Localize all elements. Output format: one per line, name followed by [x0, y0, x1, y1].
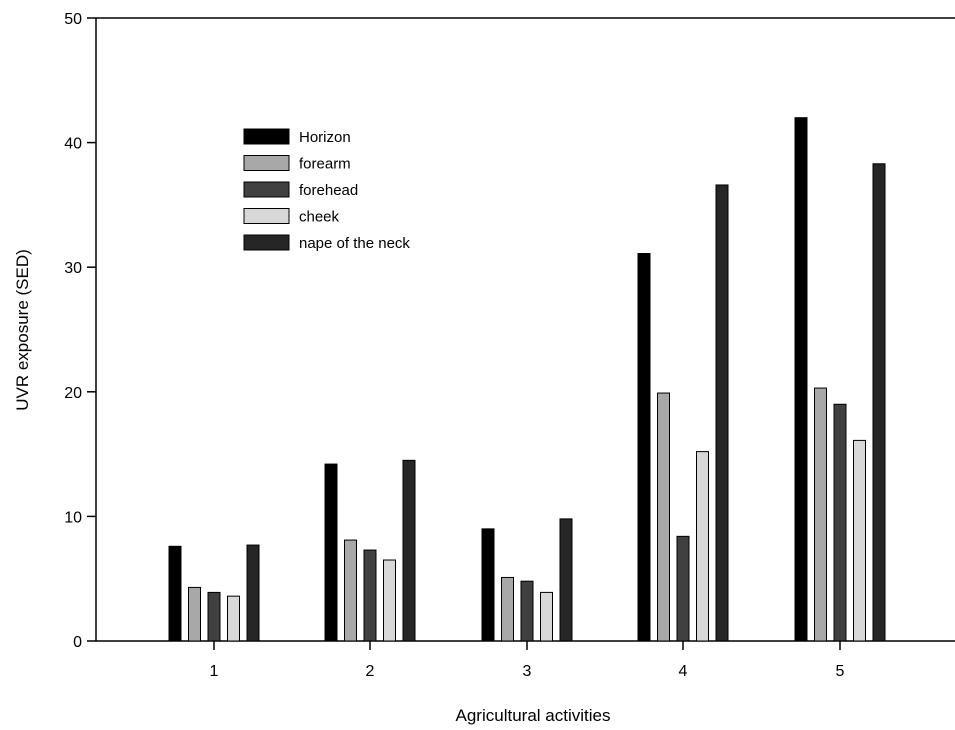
bar-Horizon-3: [481, 528, 495, 642]
legend-label: forehead: [299, 182, 358, 199]
bar-forehead-2: [363, 549, 377, 642]
bar-cheek-4: [696, 451, 709, 642]
legend-swatch: [243, 208, 290, 224]
x-tick-label: 4: [679, 663, 688, 680]
bar-forearm-3: [501, 576, 514, 642]
bar-Horizon-4: [637, 252, 651, 642]
bar-nape-of-the-neck-5: [872, 163, 886, 642]
x-axis-title: Agricultural activities: [456, 706, 611, 725]
bar-forearm-5: [814, 387, 827, 642]
legend-label: Horizon: [299, 129, 351, 146]
bar-nape-of-the-neck-1: [246, 544, 260, 642]
bar-forehead-4: [676, 535, 690, 642]
legend-swatch: [243, 128, 290, 145]
legend-label: forearm: [299, 156, 351, 173]
bar-Horizon-2: [324, 463, 338, 642]
x-tick-label: 2: [366, 663, 375, 680]
bar-forehead-3: [520, 580, 534, 642]
bar-forearm-1: [188, 586, 201, 642]
y-tick-label: 10: [64, 509, 82, 526]
bar-nape-of-the-neck-3: [559, 518, 573, 642]
x-tick-label: 5: [836, 663, 845, 680]
bar-forearm-2: [344, 539, 357, 642]
x-tick-label: 3: [523, 663, 532, 680]
bar-forearm-4: [657, 392, 670, 642]
y-axis: 0 10 20 30 40 50: [64, 11, 96, 651]
legend-swatch: [243, 155, 290, 171]
bar-Horizon-5: [794, 117, 808, 642]
bar-forehead-5: [833, 403, 847, 642]
y-axis-title: UVR exposure (SED): [13, 249, 32, 411]
y-tick-label: 0: [73, 634, 82, 651]
legend-swatch: [243, 181, 290, 198]
y-tick-label: 30: [64, 260, 82, 277]
legend-swatch: [243, 234, 290, 251]
bars-group: [168, 117, 886, 642]
y-tick-label: 40: [64, 136, 82, 153]
bar-nape-of-the-neck-4: [715, 184, 729, 642]
legend: Horizon forearm forehead cheek nape of the n…: [243, 128, 410, 252]
bar-cheek-5: [853, 439, 866, 642]
legend-label: nape of the neck: [299, 235, 410, 252]
bar-Horizon-1: [168, 545, 182, 642]
bar-nape-of-the-neck-2: [402, 459, 416, 642]
bar-cheek-2: [383, 559, 396, 642]
bar-forehead-1: [207, 591, 221, 642]
legend-label: cheek: [299, 209, 340, 226]
x-tick-label: 1: [210, 663, 219, 680]
y-tick-label: 50: [64, 11, 82, 28]
y-tick-label: 20: [64, 385, 82, 402]
bar-cheek-1: [227, 595, 240, 642]
x-axis: 1 2 3 4 5: [210, 641, 845, 680]
bar-cheek-3: [540, 591, 553, 642]
